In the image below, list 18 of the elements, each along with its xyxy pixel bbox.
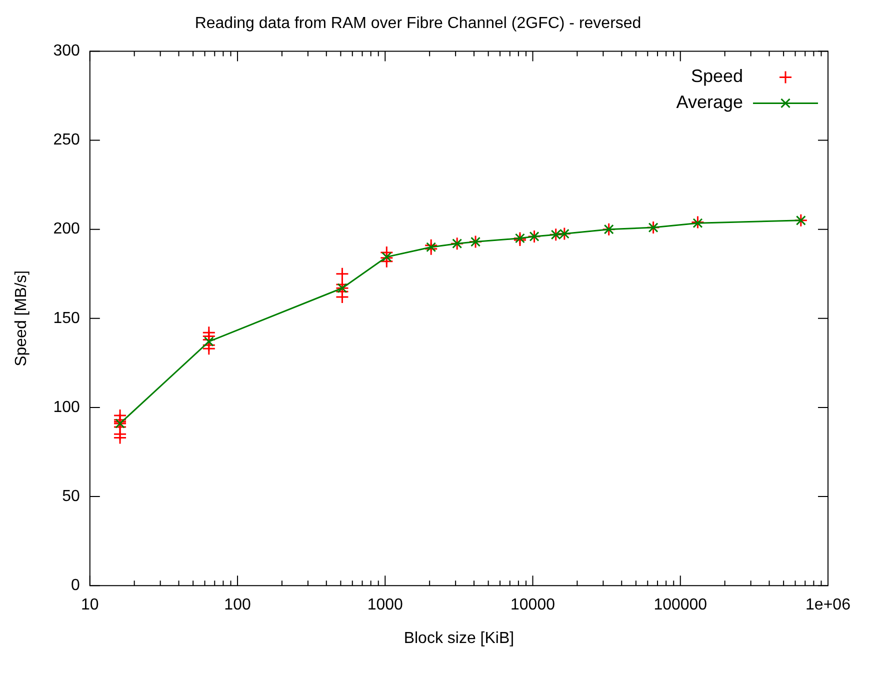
y-tick-label: 50: [62, 488, 80, 505]
legend-label: Speed: [690, 66, 743, 86]
x-tick-label: 10: [80, 596, 99, 614]
chart-title: Reading data from RAM over Fibre Channel (2GFC) - reversed: [194, 15, 642, 32]
legend-label: Average: [676, 92, 743, 112]
y-axis-title: Speed [MB/s]: [13, 270, 30, 366]
y-tick-label: 100: [53, 398, 80, 416]
x-tick-label: 10000: [510, 596, 556, 614]
x-axis-title: Block size [KiB]: [404, 630, 514, 647]
x-tick-label: 100: [224, 596, 251, 614]
x-tick-label: 1e+06: [806, 596, 851, 614]
y-tick-label: 150: [53, 310, 80, 327]
x-tick-label: 1000: [367, 596, 404, 614]
x-tick-label: 100000: [654, 596, 708, 614]
y-tick-label: 0: [70, 577, 80, 594]
y-tick-label: 250: [53, 132, 80, 149]
y-tick-label: 300: [53, 42, 80, 60]
y-tick-label: 200: [53, 220, 80, 238]
